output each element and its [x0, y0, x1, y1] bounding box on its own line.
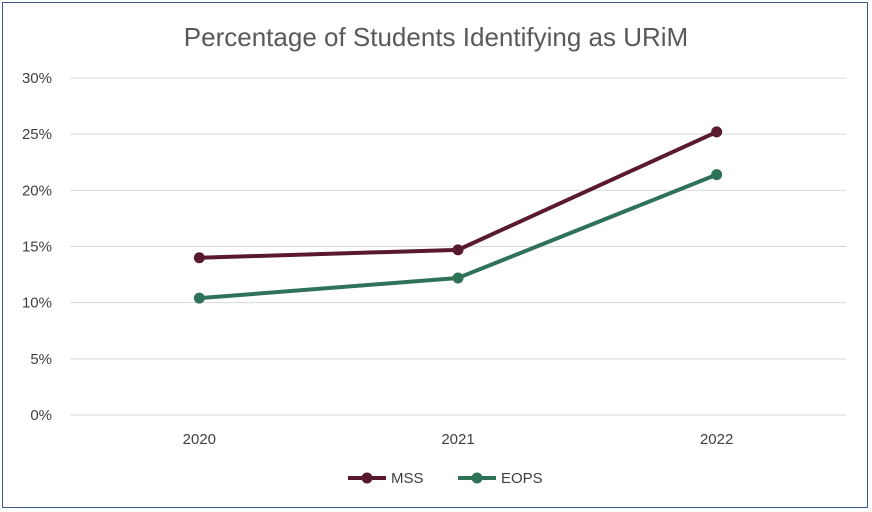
y-tick-label: 5%	[30, 351, 52, 368]
data-point-eops	[193, 292, 205, 304]
legend-label-mss: MSS	[391, 470, 424, 487]
data-point-mss	[193, 252, 205, 264]
y-tick-label: 15%	[22, 239, 52, 256]
x-tick-label: 2020	[183, 431, 216, 448]
y-tick-label: 10%	[22, 295, 52, 312]
data-point-mss	[711, 126, 723, 138]
series-lines	[193, 126, 723, 304]
y-tick-label: 0%	[30, 407, 52, 424]
x-tick-label: 2021	[441, 431, 474, 448]
series-line-mss	[199, 130, 718, 260]
y-tick-label: 30%	[22, 70, 52, 87]
x-tick-label: 2022	[700, 431, 733, 448]
legend-label-eops: EOPS	[501, 470, 543, 487]
chart-title: Percentage of Students Identifying as UR…	[184, 22, 688, 52]
y-tick-label: 25%	[22, 126, 52, 143]
x-axis-ticks: 2020 2021 2022	[183, 431, 734, 448]
data-point-eops	[711, 169, 723, 181]
y-tick-label: 20%	[22, 182, 52, 199]
y-axis-ticks: 0% 5% 10% 15% 20% 25% 30%	[22, 70, 52, 424]
data-point-mss	[452, 244, 464, 256]
data-point-eops	[452, 272, 464, 284]
legend-marker-eops	[471, 472, 483, 484]
legend-marker-mss	[361, 472, 373, 484]
legend: MSS EOPS	[348, 470, 543, 487]
